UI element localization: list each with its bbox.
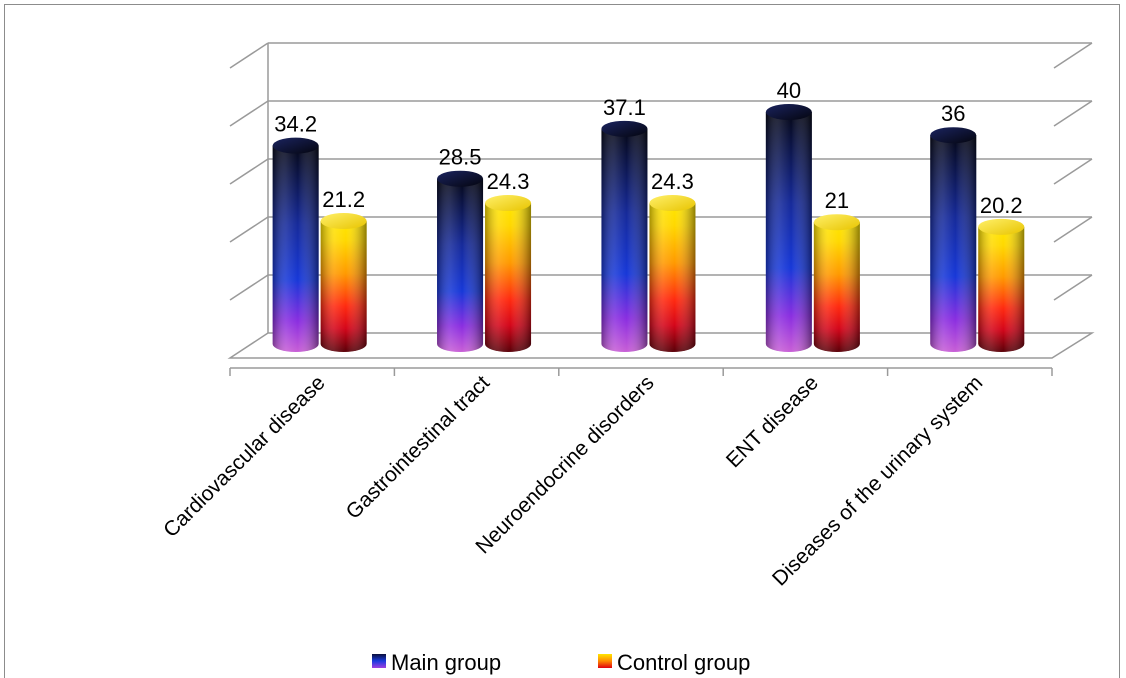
bar-top (813, 214, 860, 231)
bar-shading (320, 221, 367, 352)
value-label: 36 (941, 101, 965, 126)
bar (437, 170, 484, 352)
bar-top (485, 195, 532, 212)
bar-top (930, 127, 977, 144)
gridline-side (229, 100, 269, 127)
bar (649, 195, 696, 352)
gridline-side (229, 216, 269, 243)
bar (272, 137, 319, 352)
bar-shading (272, 145, 319, 352)
bar-shading (930, 135, 977, 352)
bar-shading (437, 178, 484, 352)
bar-shading (765, 112, 812, 352)
legend-swatch-main-group (372, 654, 386, 668)
bar (320, 213, 367, 352)
legend: Main group Control group (372, 650, 750, 675)
bar-shading (485, 203, 532, 352)
bar-top (649, 195, 696, 212)
bar-shading (813, 222, 860, 352)
value-label: 37.1 (603, 95, 646, 120)
bar-top (320, 213, 367, 230)
category-label: ENT disease (722, 371, 823, 472)
value-label: 34.2 (274, 112, 317, 137)
x-axis (229, 367, 1053, 376)
bar-shading (601, 128, 648, 352)
bar-top (601, 120, 648, 137)
gridline-right (1053, 100, 1093, 127)
bar (601, 120, 648, 352)
gridline-side (229, 274, 269, 301)
bar (765, 104, 812, 352)
bar (485, 195, 532, 352)
legend-swatch-control-group (598, 654, 612, 668)
value-label: 28.5 (439, 145, 482, 170)
category-label: Cardiovascular disease (159, 371, 330, 542)
gridline-side (229, 42, 269, 69)
value-label: 21 (825, 188, 849, 213)
value-label: 20.2 (980, 193, 1023, 218)
value-label: 40 (777, 78, 801, 103)
bar-shading (649, 203, 696, 352)
category-label: Neuroendocrine disorders (471, 371, 658, 558)
value-label: 21.2 (322, 187, 365, 212)
value-label: 24.3 (651, 169, 694, 194)
bar (813, 214, 860, 352)
bar-top (437, 170, 484, 187)
bar-shading (978, 226, 1025, 352)
bar-top (272, 137, 319, 154)
category-label: Gastrointestinal tract (342, 371, 495, 524)
gridline-right (1053, 274, 1093, 301)
bar-top (765, 104, 812, 120)
gridline-right (1053, 158, 1093, 185)
gridline-right (1053, 42, 1093, 69)
value-label: 24.3 (487, 169, 530, 194)
gridline-side (229, 158, 269, 185)
bar-top (978, 218, 1025, 235)
gridline-right (1053, 216, 1093, 243)
bar (930, 127, 977, 352)
legend-label-main-group: Main group (391, 650, 501, 675)
bars (272, 104, 1025, 352)
bar (978, 218, 1025, 352)
category-labels: Cardiovascular disease Gastrointestinal t… (159, 371, 987, 590)
legend-label-control-group: Control group (617, 650, 750, 675)
